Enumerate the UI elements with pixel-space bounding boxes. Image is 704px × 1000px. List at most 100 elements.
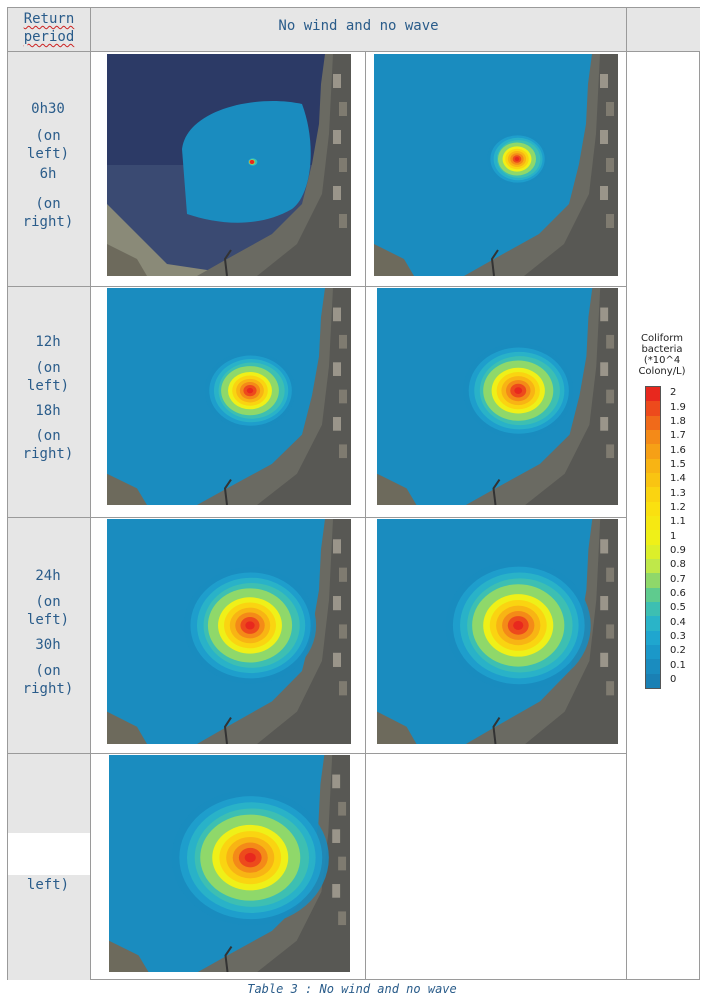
colorbar-segment — [646, 501, 660, 517]
building-block — [600, 362, 609, 376]
building-block — [338, 911, 347, 926]
colorbar-tick-label: 1.7 — [670, 430, 686, 442]
colorbar-tick-label: 1.4 — [670, 473, 686, 485]
building-block — [333, 596, 341, 611]
building-block — [606, 158, 614, 172]
model-domain — [182, 101, 311, 223]
colorbar-tick-label: 1.8 — [670, 415, 686, 427]
shallow-coast — [107, 204, 247, 276]
colorbar-segment — [646, 387, 660, 402]
building-block — [339, 158, 347, 172]
colorbar-title-4: Colony/L) — [638, 366, 686, 377]
river-mouth-land — [109, 940, 149, 972]
colorbar-tick-label: 0.7 — [670, 573, 686, 585]
building-block — [339, 214, 347, 228]
colorbar-segment — [646, 673, 660, 689]
building-block — [338, 856, 347, 871]
building-block — [332, 774, 341, 789]
plume-contour — [513, 620, 524, 630]
colorbar-tick-label: 0.2 — [670, 645, 686, 657]
building-block — [606, 389, 615, 404]
row4-label: left) — [26, 877, 70, 893]
map-6h — [374, 54, 618, 276]
row3-label-cell — [8, 518, 90, 753]
building-block — [606, 444, 615, 459]
plume-contour — [514, 387, 523, 394]
header-left-cell: Return period — [8, 8, 90, 51]
plume-map-svg — [107, 54, 351, 276]
building-block — [333, 307, 341, 322]
colorbar-title-2: bacteria — [641, 344, 683, 355]
colorbar-segment — [646, 444, 660, 460]
building-block — [606, 102, 614, 116]
building-block — [333, 417, 341, 431]
jetty — [492, 479, 501, 505]
colorbar-tick-label: 0.6 — [670, 587, 686, 599]
row2-label-cell — [8, 287, 90, 517]
row3-line5: (on — [35, 663, 61, 679]
map-18h — [377, 288, 618, 505]
row2-line6: right) — [22, 446, 74, 462]
row3-line1: 24h — [35, 568, 61, 584]
river-mouth-land — [107, 473, 147, 505]
jetty — [224, 946, 233, 972]
colorbar-segment — [646, 487, 660, 503]
building-block — [606, 214, 614, 228]
building-block — [332, 884, 341, 898]
urban-area — [525, 519, 618, 744]
map-24h — [107, 519, 351, 744]
building-block — [339, 334, 347, 349]
building-block — [600, 130, 608, 144]
building-block — [600, 74, 608, 88]
building-block — [333, 652, 341, 667]
map-12h — [107, 288, 351, 505]
colorbar-segment — [646, 516, 660, 531]
building-block — [600, 652, 609, 667]
row2-line2: (on — [35, 360, 61, 376]
colorbar-tick-label: 0 — [670, 673, 677, 685]
header-center-cell: No wind and no wave — [91, 8, 626, 51]
colorbar-segment — [646, 473, 660, 488]
colorbar-title-3: (*10^4 — [643, 355, 681, 366]
building-block — [600, 417, 609, 431]
colorbar-tick-label: 0.3 — [670, 630, 686, 642]
building-block — [339, 567, 347, 582]
colorbar-segment — [646, 530, 660, 546]
colorbar-tick-label: 0.5 — [670, 602, 686, 614]
urban-area — [257, 755, 350, 972]
jetty — [490, 249, 499, 276]
colorbar-tick-label: 1.9 — [670, 401, 686, 413]
plume-map-svg — [377, 519, 618, 744]
building-block — [339, 102, 347, 116]
row2-line5: (on — [35, 428, 61, 444]
colorbar-tick-label: 1.5 — [670, 458, 686, 470]
building-block — [338, 801, 347, 816]
river-mouth-land — [374, 244, 414, 276]
row1-line1: 0h30 — [31, 101, 65, 117]
colorbar-segment — [646, 559, 660, 574]
river-mouth-land — [377, 473, 417, 505]
building-block — [333, 539, 341, 554]
row1-line6: right) — [22, 214, 74, 230]
jetty — [223, 479, 232, 505]
colorbar-segment — [646, 458, 660, 474]
jetty — [223, 249, 232, 276]
jetty — [223, 717, 232, 744]
river-mouth-land — [107, 711, 147, 744]
colorbar-segment — [646, 659, 660, 675]
colorbar-segment — [646, 616, 660, 632]
row2-line3: left) — [26, 378, 70, 394]
building-block — [606, 681, 615, 696]
plume-map-svg — [107, 288, 351, 505]
jetty — [492, 717, 501, 744]
plume-map-svg — [109, 755, 350, 972]
colorbar-segment — [646, 645, 660, 660]
building-block — [333, 130, 341, 144]
results-table: Return period No wind and no wave 0h30 (… — [7, 7, 700, 980]
colorbar-tick-label: 0.8 — [670, 559, 686, 571]
urban-area — [525, 288, 618, 505]
urban-area — [257, 54, 351, 276]
colorbar-tick-label: 0.9 — [670, 544, 686, 556]
row4-label-blank — [8, 833, 90, 875]
river-mouth-land — [107, 244, 147, 276]
